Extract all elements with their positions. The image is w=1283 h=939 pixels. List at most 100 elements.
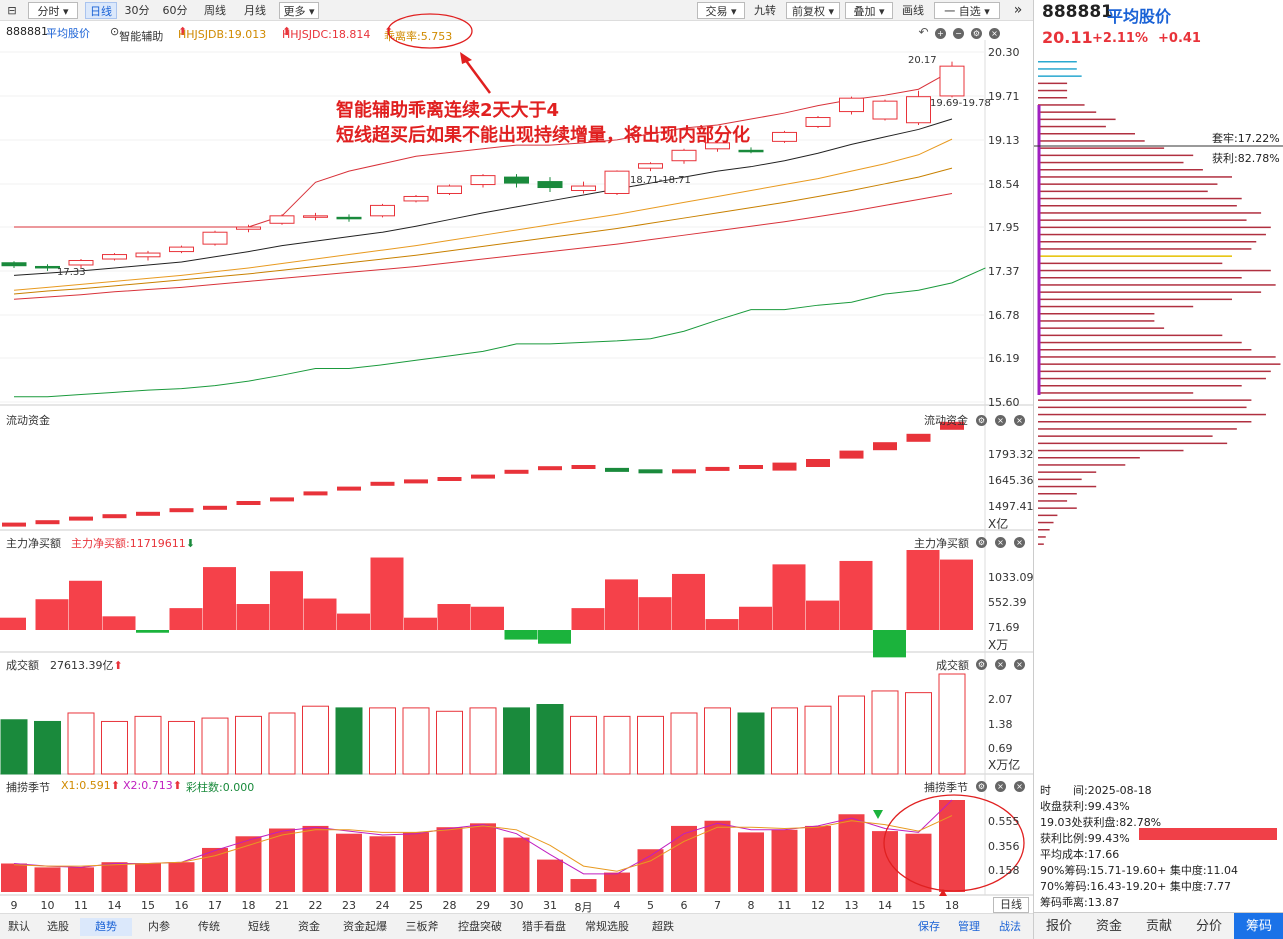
right-chg: +0.41	[1158, 31, 1201, 46]
date-label: 11	[777, 899, 792, 912]
settings-icon[interactable]: ⚙	[976, 659, 987, 670]
chip-bar	[1038, 125, 1106, 128]
indicator-tab[interactable]: 超跌	[652, 920, 674, 933]
indicator-tab[interactable]: 控盘突破	[458, 920, 502, 933]
volume-bar	[637, 715, 664, 775]
chip-bar	[1038, 406, 1247, 409]
chip-bar	[1038, 334, 1223, 337]
tab-60min[interactable]: 60分	[162, 4, 188, 17]
tab-yuexian[interactable]: 月线	[244, 4, 266, 17]
tab-rixian[interactable]: 日线	[85, 2, 117, 19]
main-net-bar	[873, 630, 906, 658]
indicator-tab[interactable]: 常规选股	[585, 920, 629, 933]
settings-icon[interactable]: ⚙	[971, 28, 982, 39]
overlay-button[interactable]: 叠加 ▾	[845, 2, 893, 19]
season-bar	[771, 829, 798, 892]
chip-bar	[1038, 68, 1077, 70]
jiuzhuan-button[interactable]: 九转	[754, 4, 776, 17]
close-icon[interactable]: ×	[1014, 659, 1025, 670]
manage-button[interactable]: 管理	[958, 920, 980, 933]
trade-button[interactable]: 交易 ▾	[697, 2, 745, 19]
right-tab[interactable]: 贡献	[1145, 919, 1172, 934]
main-net-bar	[69, 580, 102, 630]
close-icon[interactable]: ×	[1014, 781, 1025, 792]
season-bar	[436, 827, 463, 892]
right-tab[interactable]: 资金	[1095, 919, 1122, 934]
chip-bar	[1038, 169, 1203, 171]
season-bar	[838, 814, 865, 892]
right-code: 888881	[1042, 2, 1113, 22]
candle-body	[236, 226, 261, 230]
right-tab[interactable]: 筹码	[1234, 913, 1283, 939]
tab-zhouxian[interactable]: 周线	[204, 4, 226, 17]
fuquan-button[interactable]: 前复权 ▾	[786, 2, 840, 19]
close-icon[interactable]: ×	[989, 28, 1000, 39]
candle-body	[772, 131, 797, 142]
indicator-tab[interactable]: 选股	[47, 920, 69, 933]
close-icon[interactable]: ×	[1014, 415, 1025, 426]
season-bar	[1, 863, 27, 892]
draw-button[interactable]: 画线	[902, 4, 924, 17]
flow-bar	[638, 469, 663, 474]
indicator-tab[interactable]: 默认	[8, 920, 30, 933]
indicator-tab[interactable]: 三板斧	[405, 920, 439, 933]
zoom-out-icon[interactable]: −	[953, 28, 964, 39]
right-tab[interactable]: 报价	[1045, 919, 1072, 934]
strategy-button[interactable]: 战法	[999, 920, 1021, 933]
flow-bar	[404, 479, 428, 484]
tab-fenshi[interactable]: 分时 ▾	[28, 2, 78, 19]
price-axis-label: 18.54	[988, 178, 1020, 191]
settings-icon[interactable]: ⚙	[976, 781, 987, 792]
close-icon[interactable]: ×	[995, 659, 1006, 670]
ma-black-line	[13, 118, 953, 276]
indicator-tab[interactable]: 内参	[148, 920, 170, 933]
indicator-tab[interactable]: 资金起爆	[343, 920, 387, 933]
collapse-right-icon[interactable]: »	[1013, 2, 1023, 18]
close-icon[interactable]: ×	[995, 537, 1006, 548]
flow-axis-1: 1793.32	[988, 448, 1034, 461]
tab-30min[interactable]: 30分	[124, 4, 150, 17]
close-icon[interactable]: ×	[995, 781, 1006, 792]
indicator-tab[interactable]: 短线	[248, 920, 270, 933]
settings-icon[interactable]: ⚙	[976, 537, 987, 548]
indicator-selector[interactable]: ⊙ 智能辅助	[110, 25, 164, 43]
period-selector[interactable]: 日线	[993, 897, 1029, 913]
volume-bar	[201, 717, 229, 775]
save-button[interactable]: 保存	[918, 920, 940, 933]
close-icon[interactable]: ×	[995, 415, 1006, 426]
panel-toggle-icon[interactable]: ⊟	[7, 4, 17, 17]
undo-icon[interactable]: ↶	[918, 25, 929, 39]
close-icon[interactable]: ×	[1014, 537, 1025, 548]
zoom-in-icon[interactable]: +	[935, 28, 946, 39]
chip-bar	[1038, 241, 1257, 243]
season-bar	[671, 825, 697, 892]
watchlist-button[interactable]: 一 自选 ▾	[934, 2, 1000, 19]
annotation-line2: 短线超买后如果不能出现持续增量，将出现内部分化	[336, 125, 750, 146]
season-bar	[135, 863, 161, 892]
flow-bar	[571, 465, 596, 469]
tab-more[interactable]: 更多 ▾	[279, 2, 319, 19]
indicator-tab[interactable]: 传统	[198, 920, 220, 933]
chip-bar	[1038, 140, 1145, 142]
right-tab[interactable]: 分价	[1195, 919, 1222, 934]
main-net-bar	[504, 630, 538, 640]
season-bar	[101, 862, 128, 892]
date-label: 14	[878, 899, 892, 912]
chip-bar	[1038, 255, 1232, 257]
chip-bar	[1038, 133, 1135, 135]
chip-bar	[1038, 205, 1237, 207]
chip-distribution	[1034, 61, 1283, 545]
indicator-tab[interactable]: 资金	[298, 920, 320, 933]
indicator-tab[interactable]: 猎手看盘	[522, 920, 566, 933]
range-price-label: 19.69-19.78	[930, 98, 991, 109]
kline-chart[interactable]	[0, 0, 1033, 913]
main-panel-value: 主力净买额:11719611⬇	[71, 535, 195, 551]
chip-bar	[1038, 97, 1068, 99]
flow-bar	[705, 466, 730, 471]
volume-bar	[603, 715, 631, 775]
candle-body	[470, 175, 496, 186]
settings-icon[interactable]: ⚙	[976, 415, 987, 426]
date-label: 11	[74, 899, 88, 912]
season-bar	[537, 859, 563, 892]
indicator-tab[interactable]: 趋势	[80, 918, 132, 936]
